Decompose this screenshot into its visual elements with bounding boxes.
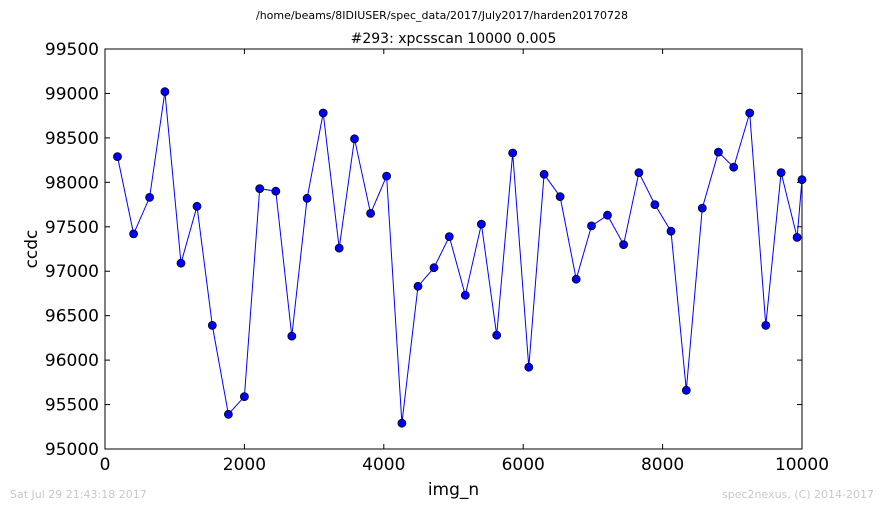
data-point bbox=[714, 147, 723, 157]
y-tick-label: 95000 bbox=[45, 440, 99, 460]
data-point bbox=[650, 200, 660, 210]
data-point bbox=[429, 263, 439, 273]
data-point bbox=[160, 87, 170, 97]
data-point bbox=[619, 240, 628, 250]
data-point bbox=[761, 320, 771, 330]
data-point bbox=[271, 186, 281, 196]
y-axis-ticks: 95000 95500 96000 96500 97000 97500 98000 98500… bbox=[45, 40, 802, 460]
data-point bbox=[603, 210, 612, 220]
data-point bbox=[460, 290, 470, 300]
data-point bbox=[302, 193, 312, 203]
x-tick-label: 8000 bbox=[641, 455, 684, 475]
data-point bbox=[444, 232, 454, 242]
x-axis-ticks: 0 2000 4000 6000 8000 10000 bbox=[100, 49, 829, 475]
data-point bbox=[223, 409, 233, 419]
data-point bbox=[508, 148, 518, 158]
x-tick-label: 10000 bbox=[775, 455, 829, 475]
y-tick-label: 97000 bbox=[45, 262, 99, 282]
data-point bbox=[476, 219, 486, 229]
data-point bbox=[129, 229, 139, 239]
y-tick-label: 95500 bbox=[45, 396, 99, 416]
data-point bbox=[413, 281, 423, 291]
data-point bbox=[397, 418, 407, 428]
data-point bbox=[382, 171, 392, 181]
data-point bbox=[334, 243, 344, 253]
y-tick-label: 96000 bbox=[45, 351, 99, 371]
data-point bbox=[792, 232, 802, 242]
data-point bbox=[745, 108, 755, 118]
data-point bbox=[239, 392, 249, 402]
x-tick-label: 4000 bbox=[362, 455, 405, 475]
y-tick-label: 96500 bbox=[45, 307, 99, 327]
data-point bbox=[350, 134, 359, 144]
data-point bbox=[492, 330, 502, 340]
footer-credit: spec2nexus, (C) 2014-2017 bbox=[722, 488, 874, 501]
data-point bbox=[697, 203, 707, 213]
file-path-suptitle: /home/beams/8IDIUSER/spec_data/2017/July… bbox=[256, 9, 628, 22]
data-point bbox=[176, 258, 186, 268]
data-point bbox=[366, 208, 376, 218]
data-point bbox=[681, 385, 691, 395]
data-point bbox=[571, 274, 581, 284]
data-point bbox=[192, 201, 202, 211]
data-point bbox=[666, 226, 676, 236]
data-point bbox=[207, 320, 217, 330]
data-point bbox=[318, 108, 328, 118]
chart-title: #293: xpcsscan 10000 0.005 bbox=[351, 31, 557, 47]
x-axis-label: img_n bbox=[428, 480, 479, 500]
footer-timestamp: Sat Jul 29 21:43:18 2017 bbox=[10, 488, 147, 501]
y-axis-label: ccdc bbox=[22, 230, 42, 269]
y-tick-label: 98000 bbox=[45, 173, 99, 193]
y-tick-label: 99500 bbox=[45, 40, 99, 60]
y-tick-label: 97500 bbox=[45, 218, 99, 238]
data-point bbox=[634, 168, 644, 178]
data-point bbox=[797, 175, 807, 185]
data-point bbox=[776, 168, 786, 178]
series-layer bbox=[113, 87, 807, 428]
x-tick-label: 2000 bbox=[223, 455, 266, 475]
x-tick-label: 0 bbox=[100, 455, 111, 475]
data-point bbox=[729, 162, 739, 172]
y-tick-label: 99000 bbox=[45, 84, 99, 104]
data-point bbox=[555, 192, 565, 202]
axes-frame bbox=[104, 48, 803, 450]
data-point bbox=[587, 221, 596, 231]
data-point bbox=[524, 362, 534, 372]
y-tick-label: 98500 bbox=[45, 129, 99, 149]
data-point bbox=[113, 152, 122, 162]
data-point bbox=[255, 184, 265, 194]
data-point bbox=[145, 192, 155, 202]
data-point bbox=[539, 169, 549, 179]
data-point bbox=[287, 331, 297, 341]
x-tick-label: 6000 bbox=[502, 455, 545, 475]
